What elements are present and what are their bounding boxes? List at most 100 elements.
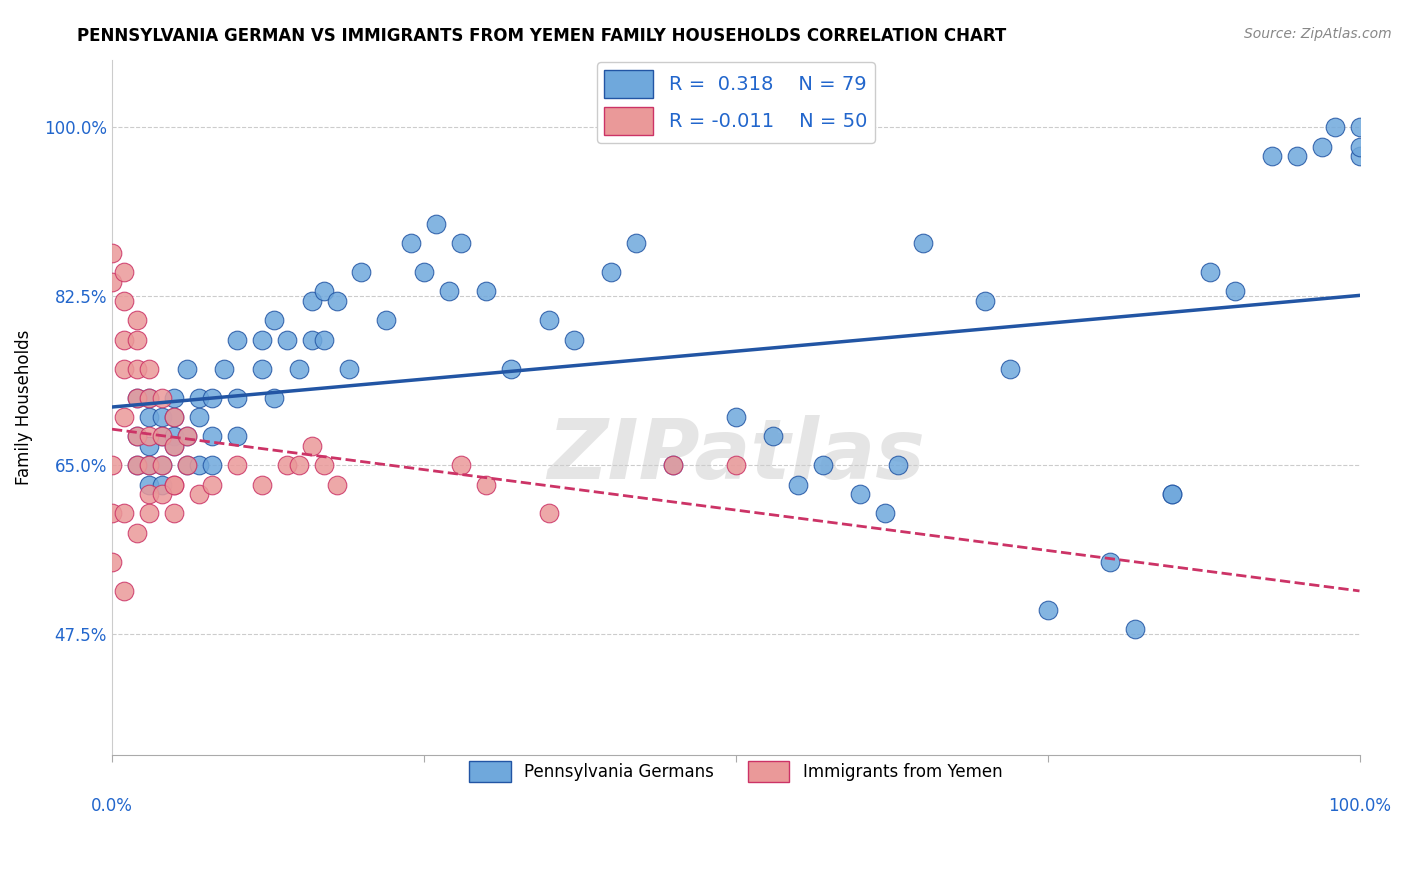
Point [312, 458, 335, 473]
Point [250, 361, 273, 376]
Point [1123, 623, 1146, 637]
Point [501, 361, 523, 376]
Point [624, 236, 647, 251]
Point [114, 361, 136, 376]
Point [150, 477, 173, 491]
Point [475, 477, 498, 491]
Point [101, 245, 124, 260]
Point [1286, 149, 1309, 163]
Point [138, 391, 160, 405]
Point [138, 439, 160, 453]
Point [288, 458, 311, 473]
Point [301, 333, 323, 347]
Point [150, 458, 173, 473]
Point [150, 487, 173, 501]
Point [114, 293, 136, 308]
Point [201, 477, 224, 491]
Text: Source: ZipAtlas.com: Source: ZipAtlas.com [1244, 27, 1392, 41]
Point [101, 458, 124, 473]
Point [163, 477, 186, 491]
Point [163, 439, 186, 453]
Point [163, 507, 186, 521]
Point [325, 293, 347, 308]
Point [188, 487, 211, 501]
Point [201, 429, 224, 443]
Point [263, 391, 285, 405]
Point [375, 313, 398, 327]
Point [600, 265, 623, 279]
Point [163, 391, 186, 405]
Point [1036, 603, 1059, 617]
Point [125, 429, 148, 443]
Point [114, 583, 136, 598]
Point [138, 458, 160, 473]
Point [562, 333, 585, 347]
Point [724, 458, 747, 473]
Point [201, 458, 224, 473]
Point [138, 361, 160, 376]
Point [150, 429, 173, 443]
Point [662, 458, 685, 473]
Point [125, 313, 148, 327]
Point [1348, 149, 1371, 163]
Text: 100.0%: 100.0% [1329, 797, 1391, 814]
Point [176, 429, 198, 443]
Point [325, 477, 347, 491]
Point [125, 333, 148, 347]
Point [276, 333, 298, 347]
Point [163, 439, 186, 453]
Text: 0.0%: 0.0% [91, 797, 134, 814]
Point [1261, 149, 1284, 163]
Point [974, 293, 997, 308]
Point [1161, 487, 1184, 501]
Point [138, 487, 160, 501]
Point [176, 458, 198, 473]
Point [1310, 139, 1333, 153]
Point [450, 458, 472, 473]
Point [1348, 139, 1371, 153]
Point [1348, 120, 1371, 135]
Point [312, 333, 335, 347]
Point [998, 361, 1021, 376]
Point [163, 409, 186, 424]
Point [288, 361, 311, 376]
Point [201, 391, 224, 405]
Point [250, 477, 273, 491]
Point [911, 236, 934, 251]
Point [176, 429, 198, 443]
Point [1161, 487, 1184, 501]
Point [188, 458, 211, 473]
Point [125, 525, 148, 540]
Point [1098, 555, 1121, 569]
Point [412, 265, 434, 279]
Point [188, 409, 211, 424]
Point [1323, 120, 1346, 135]
Point [312, 285, 335, 299]
Point [263, 313, 285, 327]
Point [875, 507, 897, 521]
Point [401, 236, 423, 251]
Point [475, 285, 498, 299]
Point [138, 429, 160, 443]
Point [450, 236, 472, 251]
Point [724, 409, 747, 424]
Point [662, 458, 685, 473]
Point [762, 429, 785, 443]
Point [125, 429, 148, 443]
Point [125, 458, 148, 473]
Point [163, 477, 186, 491]
Text: ZIPatlas: ZIPatlas [547, 416, 925, 497]
Point [1223, 285, 1246, 299]
Point [150, 458, 173, 473]
Text: PENNSYLVANIA GERMAN VS IMMIGRANTS FROM YEMEN FAMILY HOUSEHOLDS CORRELATION CHART: PENNSYLVANIA GERMAN VS IMMIGRANTS FROM Y… [77, 27, 1007, 45]
Point [125, 391, 148, 405]
Point [537, 507, 560, 521]
Point [276, 458, 298, 473]
Point [849, 487, 872, 501]
Point [114, 265, 136, 279]
Point [101, 555, 124, 569]
Point [150, 409, 173, 424]
Point [114, 507, 136, 521]
Point [301, 439, 323, 453]
Point [225, 333, 247, 347]
